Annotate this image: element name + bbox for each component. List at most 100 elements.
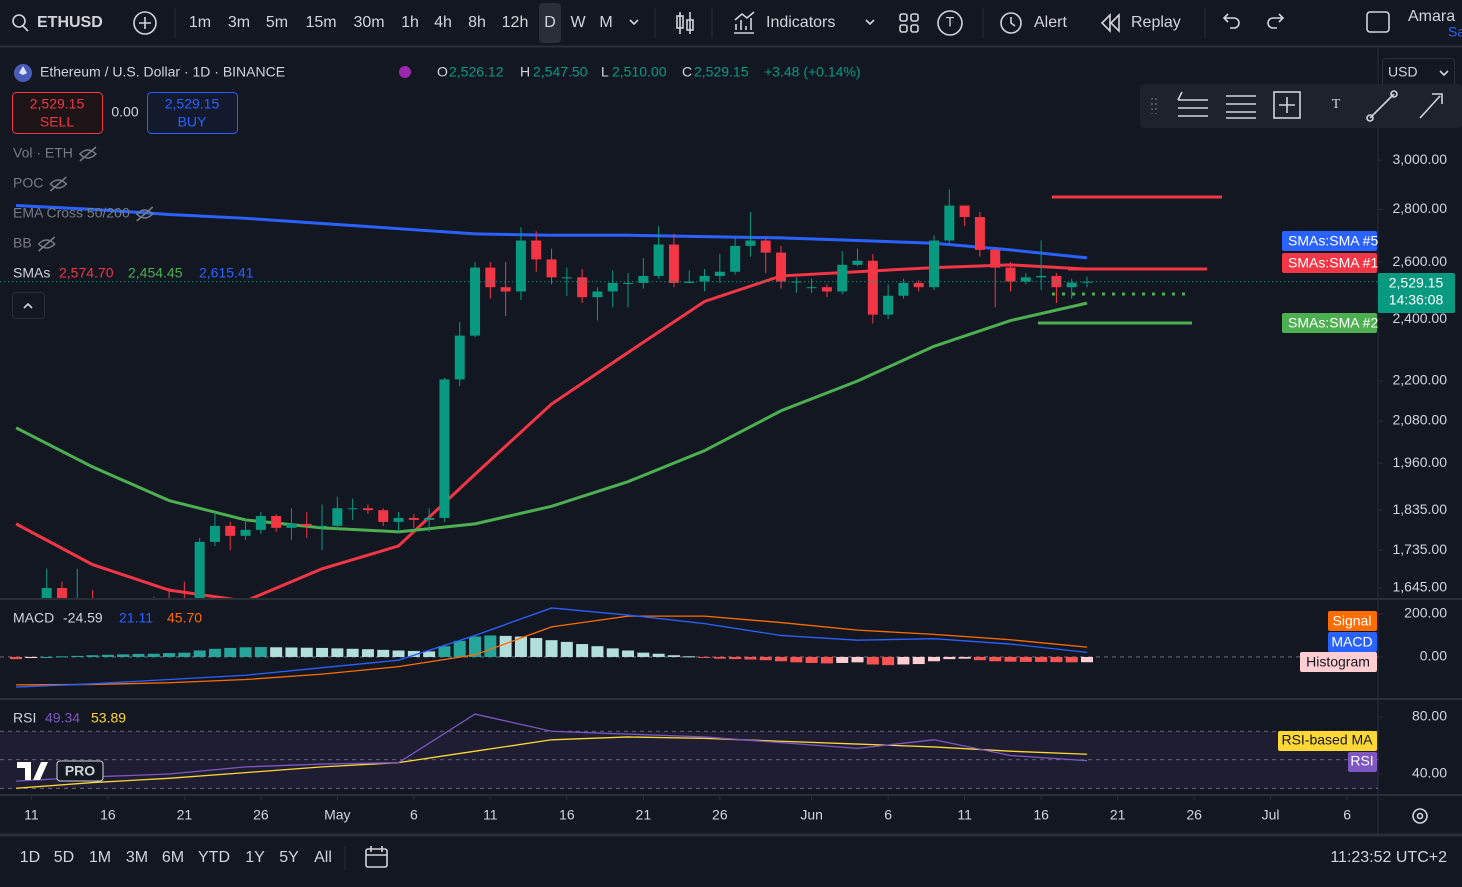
range-button[interactable]: 5D xyxy=(54,849,74,866)
candle-body xyxy=(760,240,771,253)
histogram-bar xyxy=(1019,656,1032,662)
x-tick-label: 16 xyxy=(100,807,116,823)
buy-price[interactable]: 2,529.15 xyxy=(165,96,220,112)
y-tick-label: 2,080.00 xyxy=(1393,412,1448,428)
candle-body xyxy=(546,259,557,278)
histogram-bar xyxy=(132,653,145,657)
candle-body xyxy=(240,529,251,536)
histogram-bar xyxy=(514,636,527,657)
template-button[interactable]: T xyxy=(946,14,955,30)
series-tag: Signal xyxy=(1333,613,1372,629)
replay-button[interactable]: Replay xyxy=(1131,14,1181,31)
histogram-bar xyxy=(591,646,604,657)
interval-button[interactable]: M xyxy=(599,14,612,31)
y-tick-label: 80.00 xyxy=(1412,708,1447,724)
candle-body xyxy=(194,541,205,598)
sell-price[interactable]: 2,529.15 xyxy=(30,96,85,112)
rsi-value: 49.34 xyxy=(45,710,80,726)
x-tick-label: 6 xyxy=(1343,807,1351,823)
histogram-bar xyxy=(300,647,313,657)
candle-body xyxy=(470,267,481,336)
histogram-bar xyxy=(820,656,833,664)
histogram-bar xyxy=(805,656,818,663)
hidden-icon xyxy=(49,176,68,192)
interval-button[interactable]: 1m xyxy=(189,14,211,31)
buy-button[interactable] xyxy=(147,92,238,134)
histogram-bar xyxy=(40,656,53,658)
candle-body xyxy=(500,287,511,292)
series-line xyxy=(15,263,1088,598)
x-tick-label: 21 xyxy=(636,807,652,823)
user-name[interactable]: Amara xyxy=(1408,8,1455,25)
range-button[interactable]: 1D xyxy=(20,849,40,866)
histogram-bar xyxy=(499,635,512,657)
candle-body xyxy=(317,525,328,527)
indicator-label: Vol · ETH xyxy=(13,145,73,161)
candle-body xyxy=(1005,267,1016,282)
range-button[interactable]: All xyxy=(314,849,332,866)
rsi-title: RSI xyxy=(13,710,36,726)
histogram-bar xyxy=(117,654,130,657)
histogram-bar xyxy=(208,648,221,657)
series-line xyxy=(16,713,1088,782)
candle-body xyxy=(485,267,496,288)
candle-body xyxy=(515,240,526,292)
histogram-bar xyxy=(438,646,451,657)
range-button[interactable]: 1Y xyxy=(245,849,265,866)
histogram-bar xyxy=(622,650,635,657)
candle-body xyxy=(852,260,863,265)
x-tick-label: Jul xyxy=(1262,807,1280,823)
y-tick-label: 2,400.00 xyxy=(1393,310,1448,326)
histogram-bar xyxy=(25,656,38,659)
ohlc-label: L xyxy=(601,64,609,80)
range-button[interactable]: YTD xyxy=(198,849,230,866)
x-tick-label: 21 xyxy=(177,807,193,823)
interval-button[interactable]: 30m xyxy=(353,14,384,31)
histogram-bar xyxy=(928,656,941,662)
interval-button[interactable]: 3m xyxy=(228,14,250,31)
x-tick-label: 6 xyxy=(410,807,418,823)
histogram-bar xyxy=(683,656,696,658)
x-tick-label: 26 xyxy=(712,807,728,823)
range-button[interactable]: 3M xyxy=(126,849,148,866)
interval-button[interactable]: 8h xyxy=(468,14,486,31)
indicator-label: POC xyxy=(13,175,43,191)
x-tick-label: 21 xyxy=(1110,807,1126,823)
macd-title: MACD xyxy=(13,610,54,626)
candle-body xyxy=(821,287,832,292)
indicators-button[interactable]: Indicators xyxy=(766,14,835,31)
series-tag: SMAs:SMA #2 xyxy=(1288,315,1378,331)
band-fill xyxy=(0,731,1378,789)
interval-button[interactable]: W xyxy=(570,14,586,31)
histogram-bar xyxy=(1065,656,1078,663)
histogram-bar xyxy=(866,656,879,665)
range-button[interactable]: 1M xyxy=(89,849,111,866)
range-button[interactable]: 6M xyxy=(162,849,184,866)
histogram-bar xyxy=(254,647,267,657)
y-tick-label: 1,960.00 xyxy=(1393,454,1448,470)
sma-value: 2,454.45 xyxy=(128,265,183,281)
interval-button[interactable]: 1h xyxy=(401,14,419,31)
currency[interactable]: USD xyxy=(1388,64,1418,80)
interval-button[interactable]: 12h xyxy=(502,14,529,31)
rsi-value: 53.89 xyxy=(91,710,126,726)
interval-button[interactable]: 4h xyxy=(434,14,452,31)
buy-label[interactable]: BUY xyxy=(178,114,207,130)
interval-menu[interactable] xyxy=(629,19,639,26)
symbol[interactable]: ETHUSD xyxy=(37,14,103,31)
histogram-bar xyxy=(897,656,910,665)
histogram-bar xyxy=(71,655,84,657)
interval-button[interactable]: 15m xyxy=(305,14,336,31)
y-tick-label: 0.00 xyxy=(1420,648,1447,664)
interval-button[interactable]: D xyxy=(544,14,556,31)
hidden-icon xyxy=(78,146,97,162)
range-button[interactable]: 5Y xyxy=(279,849,299,866)
sell-button[interactable] xyxy=(12,92,103,134)
histogram-bar xyxy=(270,647,283,657)
interval-button[interactable]: 5m xyxy=(266,14,288,31)
candle-body xyxy=(883,295,894,315)
candle-body xyxy=(990,249,1001,268)
alert-button[interactable]: Alert xyxy=(1034,14,1067,31)
sell-label[interactable]: SELL xyxy=(40,114,74,130)
candle-body xyxy=(653,244,664,276)
